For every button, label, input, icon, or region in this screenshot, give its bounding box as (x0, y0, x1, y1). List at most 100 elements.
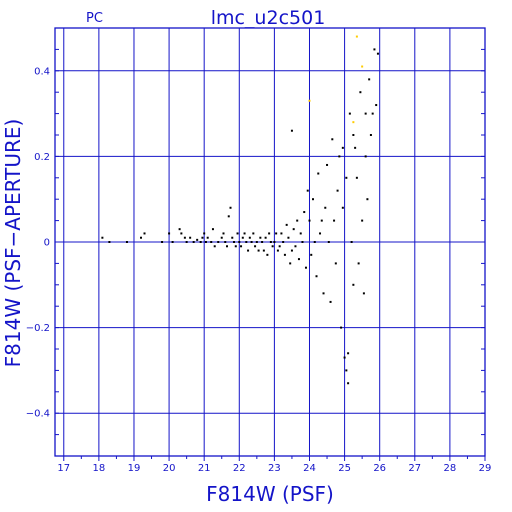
data-point (282, 241, 285, 243)
data-point (347, 382, 350, 385)
chart-title: lmc_u2c501 (211, 7, 326, 29)
data-point (326, 163, 329, 166)
data-point (210, 241, 213, 243)
data-point (280, 232, 283, 235)
data-point (376, 52, 379, 55)
data-point (366, 198, 369, 201)
data-point (125, 241, 128, 243)
data-point (234, 245, 237, 248)
data-points (101, 35, 379, 385)
tick-layer: 17 18 19 20 21 22 23 24 25 26 27 28 29 0.4 0.2 0 −0.2 −0.… (26, 27, 492, 474)
data-point (278, 245, 281, 248)
x-tick-label: 29 (479, 463, 492, 474)
data-point (289, 262, 292, 265)
data-point (354, 146, 357, 149)
data-point (352, 134, 355, 136)
data-point (248, 236, 251, 239)
data-point (254, 245, 257, 248)
data-point (266, 253, 269, 256)
x-tick-label: 26 (373, 463, 386, 474)
data-point (236, 232, 239, 235)
data-point (143, 232, 146, 235)
data-point (341, 146, 344, 149)
data-point (301, 241, 304, 243)
data-point (226, 245, 228, 248)
x-tick-label: 28 (444, 463, 457, 474)
data-point (285, 223, 288, 226)
data-point (275, 232, 278, 235)
data-point (361, 65, 364, 68)
data-point (315, 275, 318, 278)
data-point (308, 219, 311, 222)
y-tick-label: 0.2 (34, 152, 50, 163)
data-point (355, 176, 358, 179)
data-point (259, 236, 262, 239)
data-point (292, 228, 295, 231)
data-point (362, 292, 365, 295)
data-point (238, 241, 241, 243)
data-point (333, 219, 336, 222)
data-point (297, 258, 300, 261)
data-point (290, 129, 293, 132)
data-point (168, 232, 171, 235)
data-point (287, 236, 290, 239)
data-point (336, 189, 339, 192)
data-point (222, 232, 225, 235)
data-point (201, 236, 204, 239)
data-point (312, 198, 314, 201)
data-point (211, 228, 214, 231)
y-axis-title: F814W (PSF−APERTURE) (1, 119, 25, 368)
data-point (276, 249, 279, 252)
data-point (204, 241, 207, 243)
data-point (247, 249, 250, 252)
data-point (233, 241, 236, 243)
data-point (341, 206, 344, 209)
data-point (220, 236, 223, 239)
data-point (320, 219, 323, 222)
x-tick-label: 22 (233, 463, 246, 474)
data-point (357, 262, 360, 265)
y-tick-label: −0.2 (26, 323, 50, 334)
panel-label: PC (86, 11, 103, 26)
data-point (306, 189, 309, 192)
data-point (171, 241, 174, 243)
data-point (196, 238, 199, 241)
data-point (180, 232, 183, 235)
data-point (361, 219, 364, 222)
data-point (140, 236, 142, 239)
data-point (217, 241, 220, 243)
data-point (227, 215, 230, 218)
data-point (345, 176, 348, 179)
data-point (352, 121, 355, 124)
data-point (364, 112, 367, 115)
data-point (294, 245, 297, 248)
x-tick-label: 24 (303, 463, 316, 474)
x-tick-label: 20 (163, 463, 176, 474)
data-point (310, 253, 313, 256)
data-point (355, 35, 358, 38)
y-tick-label: 0 (44, 238, 50, 249)
data-point (240, 245, 243, 248)
data-point (243, 232, 246, 235)
data-point (257, 249, 260, 252)
data-point (368, 78, 371, 81)
data-point (340, 326, 343, 329)
x-tick-label: 17 (57, 463, 70, 474)
data-point (241, 236, 244, 239)
data-point (271, 245, 274, 248)
x-tick-label: 27 (408, 463, 421, 474)
data-point (203, 232, 206, 235)
data-point (373, 48, 376, 51)
data-point (262, 249, 265, 252)
data-point (350, 241, 353, 243)
x-tick-label: 18 (93, 463, 106, 474)
data-point (255, 241, 258, 243)
data-point (224, 241, 227, 243)
data-point (268, 232, 271, 235)
data-point (189, 236, 192, 239)
data-point (348, 112, 351, 115)
x-tick-label: 25 (338, 463, 351, 474)
data-point (245, 241, 248, 243)
data-point (252, 232, 255, 235)
